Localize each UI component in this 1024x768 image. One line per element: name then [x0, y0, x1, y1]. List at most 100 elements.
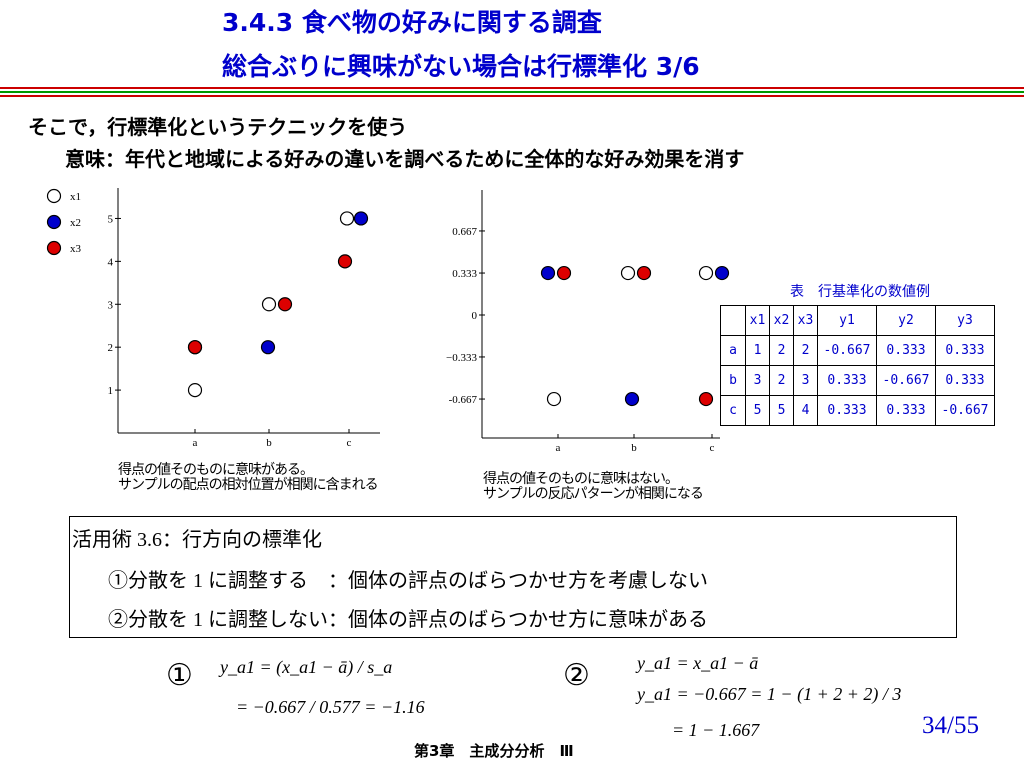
table-cell: 0.333	[876, 395, 936, 426]
point-x3-c	[698, 391, 714, 407]
table-cell: 3	[793, 365, 818, 396]
legend-label-x1: x1	[70, 191, 81, 203]
chart2-caption: 得点の値そのものに意味はない。 サンプルの反応パターンが相関になる	[483, 471, 704, 502]
table-title: 表 行基準化の数値例	[790, 284, 930, 300]
table-cell: 2	[793, 335, 818, 366]
tip-item-2: ②分散を 1 に調整しない：個体の評点のばらつかせ方に意味がある	[108, 609, 708, 631]
point-x1-b	[261, 297, 277, 312]
y-tick-label: 1	[108, 385, 114, 397]
raw-score-chart: 1 2 3 4 5 a b c x1 x2 x3	[46, 188, 380, 449]
table-cell: 3	[745, 365, 770, 396]
x-tick-label: b	[266, 437, 272, 449]
point-x2-c	[714, 265, 730, 281]
point-x1-a	[546, 391, 562, 407]
table-cell: 4	[793, 395, 818, 426]
legend-marker-x1	[46, 188, 62, 204]
table-row: a 1 2 2 -0.667 0.333 0.333	[720, 335, 995, 366]
legend-label-x3: x3	[70, 243, 82, 255]
point-x2-c	[353, 211, 369, 226]
point-x2-b	[624, 391, 640, 407]
y-tick-label: 5	[108, 213, 114, 225]
y-tick-label: 0.333	[452, 268, 477, 280]
point-x1-a	[187, 382, 203, 398]
x-tick-label: c	[347, 437, 352, 449]
table-cell: c	[720, 395, 746, 426]
table-cell: y2	[876, 305, 936, 336]
table-cell: x2	[769, 305, 794, 336]
y-tick-label: 0	[472, 310, 478, 322]
point-x3-a	[556, 265, 572, 281]
table-cell: 0.333	[935, 365, 995, 396]
tip-item-1: ①分散を 1 に調整する ：個体の評点のばらつかせ方を考慮しない	[108, 570, 708, 592]
point-x3-b	[636, 265, 652, 281]
table-cell: 1	[745, 335, 770, 366]
x-tick-label: a	[193, 437, 198, 449]
y-tick-label: −0.333	[446, 352, 477, 364]
table-row: c 5 5 4 0.333 0.333 -0.667	[720, 395, 995, 426]
table-row: b 3 2 3 0.333 -0.667 0.333	[720, 365, 995, 396]
title-rule-red-2	[0, 95, 1024, 97]
intro-line1: そこで，行標準化というテクニックを使う	[28, 115, 408, 139]
point-x1-b	[620, 265, 636, 281]
point-x3-c	[337, 254, 353, 269]
table-cell: 0.333	[817, 395, 877, 426]
table-cell: 2	[769, 335, 794, 366]
formula-mark-2: ②	[563, 658, 590, 693]
table-cell: -0.667	[876, 365, 936, 396]
slide-title-line1: 3.4.3 食べ物の好みに関する調査	[222, 8, 602, 37]
chart1-caption-line2: サンプルの配点の相対位置が相関に含まれる	[118, 477, 379, 493]
x-tick-label: a	[556, 442, 561, 454]
formula2-line3: = 1 − 1.667	[672, 720, 760, 740]
table-cell: x3	[793, 305, 818, 336]
table-cell: 0.333	[817, 365, 877, 396]
formula-mark-1: ①	[166, 658, 193, 693]
y-tick-label: 2	[108, 342, 114, 354]
table-cell: y3	[935, 305, 995, 336]
table-cell: 5	[745, 395, 770, 426]
point-x1-c	[698, 265, 714, 281]
table-cell: -0.667	[935, 395, 995, 426]
title-rule-red	[0, 87, 1024, 89]
point-x1-c	[339, 211, 355, 226]
formula1-line2: = −0.667 / 0.577 = −1.16	[236, 697, 425, 717]
chart1-caption-line1: 得点の値そのものに意味がある。	[118, 462, 314, 478]
x-tick-label: b	[631, 442, 637, 454]
tip-heading: 活用術 3.6：行方向の標準化	[72, 529, 322, 551]
page-number: 34/55	[922, 712, 979, 739]
slide-title-line2: 総合ぶりに興味がない場合は行標準化 3/6	[222, 52, 700, 81]
row-standardized-chart: 0.667 0.333 0 −0.333 -0.667 a b c	[446, 190, 730, 454]
table-cell: 0.333	[876, 335, 936, 366]
point-x3-b	[277, 297, 293, 312]
table-cell	[720, 305, 746, 336]
intro-line2: 意味：年代と地域による好みの違いを調べるために全体的な好み効果を消す	[65, 147, 745, 171]
table-cell: y1	[817, 305, 877, 336]
chapter-footer: 第3章 主成分分析 Ⅲ	[414, 742, 574, 760]
y-tick-label: -0.667	[449, 394, 478, 406]
table-cell: x1	[745, 305, 770, 336]
table-header-row: x1 x2 x3 y1 y2 y3	[720, 305, 995, 336]
y-tick-label: 4	[108, 256, 114, 268]
point-x2-a	[540, 265, 556, 281]
legend-marker-x3	[46, 240, 62, 256]
table-cell: 0.333	[935, 335, 995, 366]
formula1-line1: y_a1 = (x_a1 − ā) / s_a	[220, 657, 393, 677]
table-cell: 2	[769, 365, 794, 396]
table-cell: -0.667	[817, 335, 877, 366]
numeric-example-table: x1 x2 x3 y1 y2 y3 a 1 2 2 -0.667 0.333 0.333 b 3 2 3 0.33…	[720, 305, 995, 426]
point-x2-b	[260, 340, 276, 355]
title-rule-green	[0, 91, 1024, 93]
chart1-caption: 得点の値そのものに意味がある。 サンプルの配点の相対位置が相関に含まれる	[118, 462, 379, 493]
chart2-caption-line1: 得点の値そのものに意味はない。	[483, 471, 679, 487]
table-cell: 5	[769, 395, 794, 426]
y-tick-label: 0.667	[452, 226, 477, 238]
formula2-line1: y_a1 = x_a1 − ā	[637, 653, 759, 673]
y-tick-label: 3	[108, 299, 114, 311]
tip-box: 活用術 3.6：行方向の標準化 ①分散を 1 に調整する ：個体の評点のばらつか…	[69, 516, 957, 638]
legend-marker-x2	[46, 214, 62, 230]
point-x3-a	[187, 340, 203, 355]
formula2-line2: y_a1 = −0.667 = 1 − (1 + 2 + 2) / 3	[637, 684, 902, 704]
chart2-caption-line2: サンプルの反応パターンが相関になる	[483, 486, 704, 502]
table-cell: b	[720, 365, 746, 396]
legend-label-x2: x2	[70, 217, 81, 229]
x-tick-label: c	[710, 442, 715, 454]
